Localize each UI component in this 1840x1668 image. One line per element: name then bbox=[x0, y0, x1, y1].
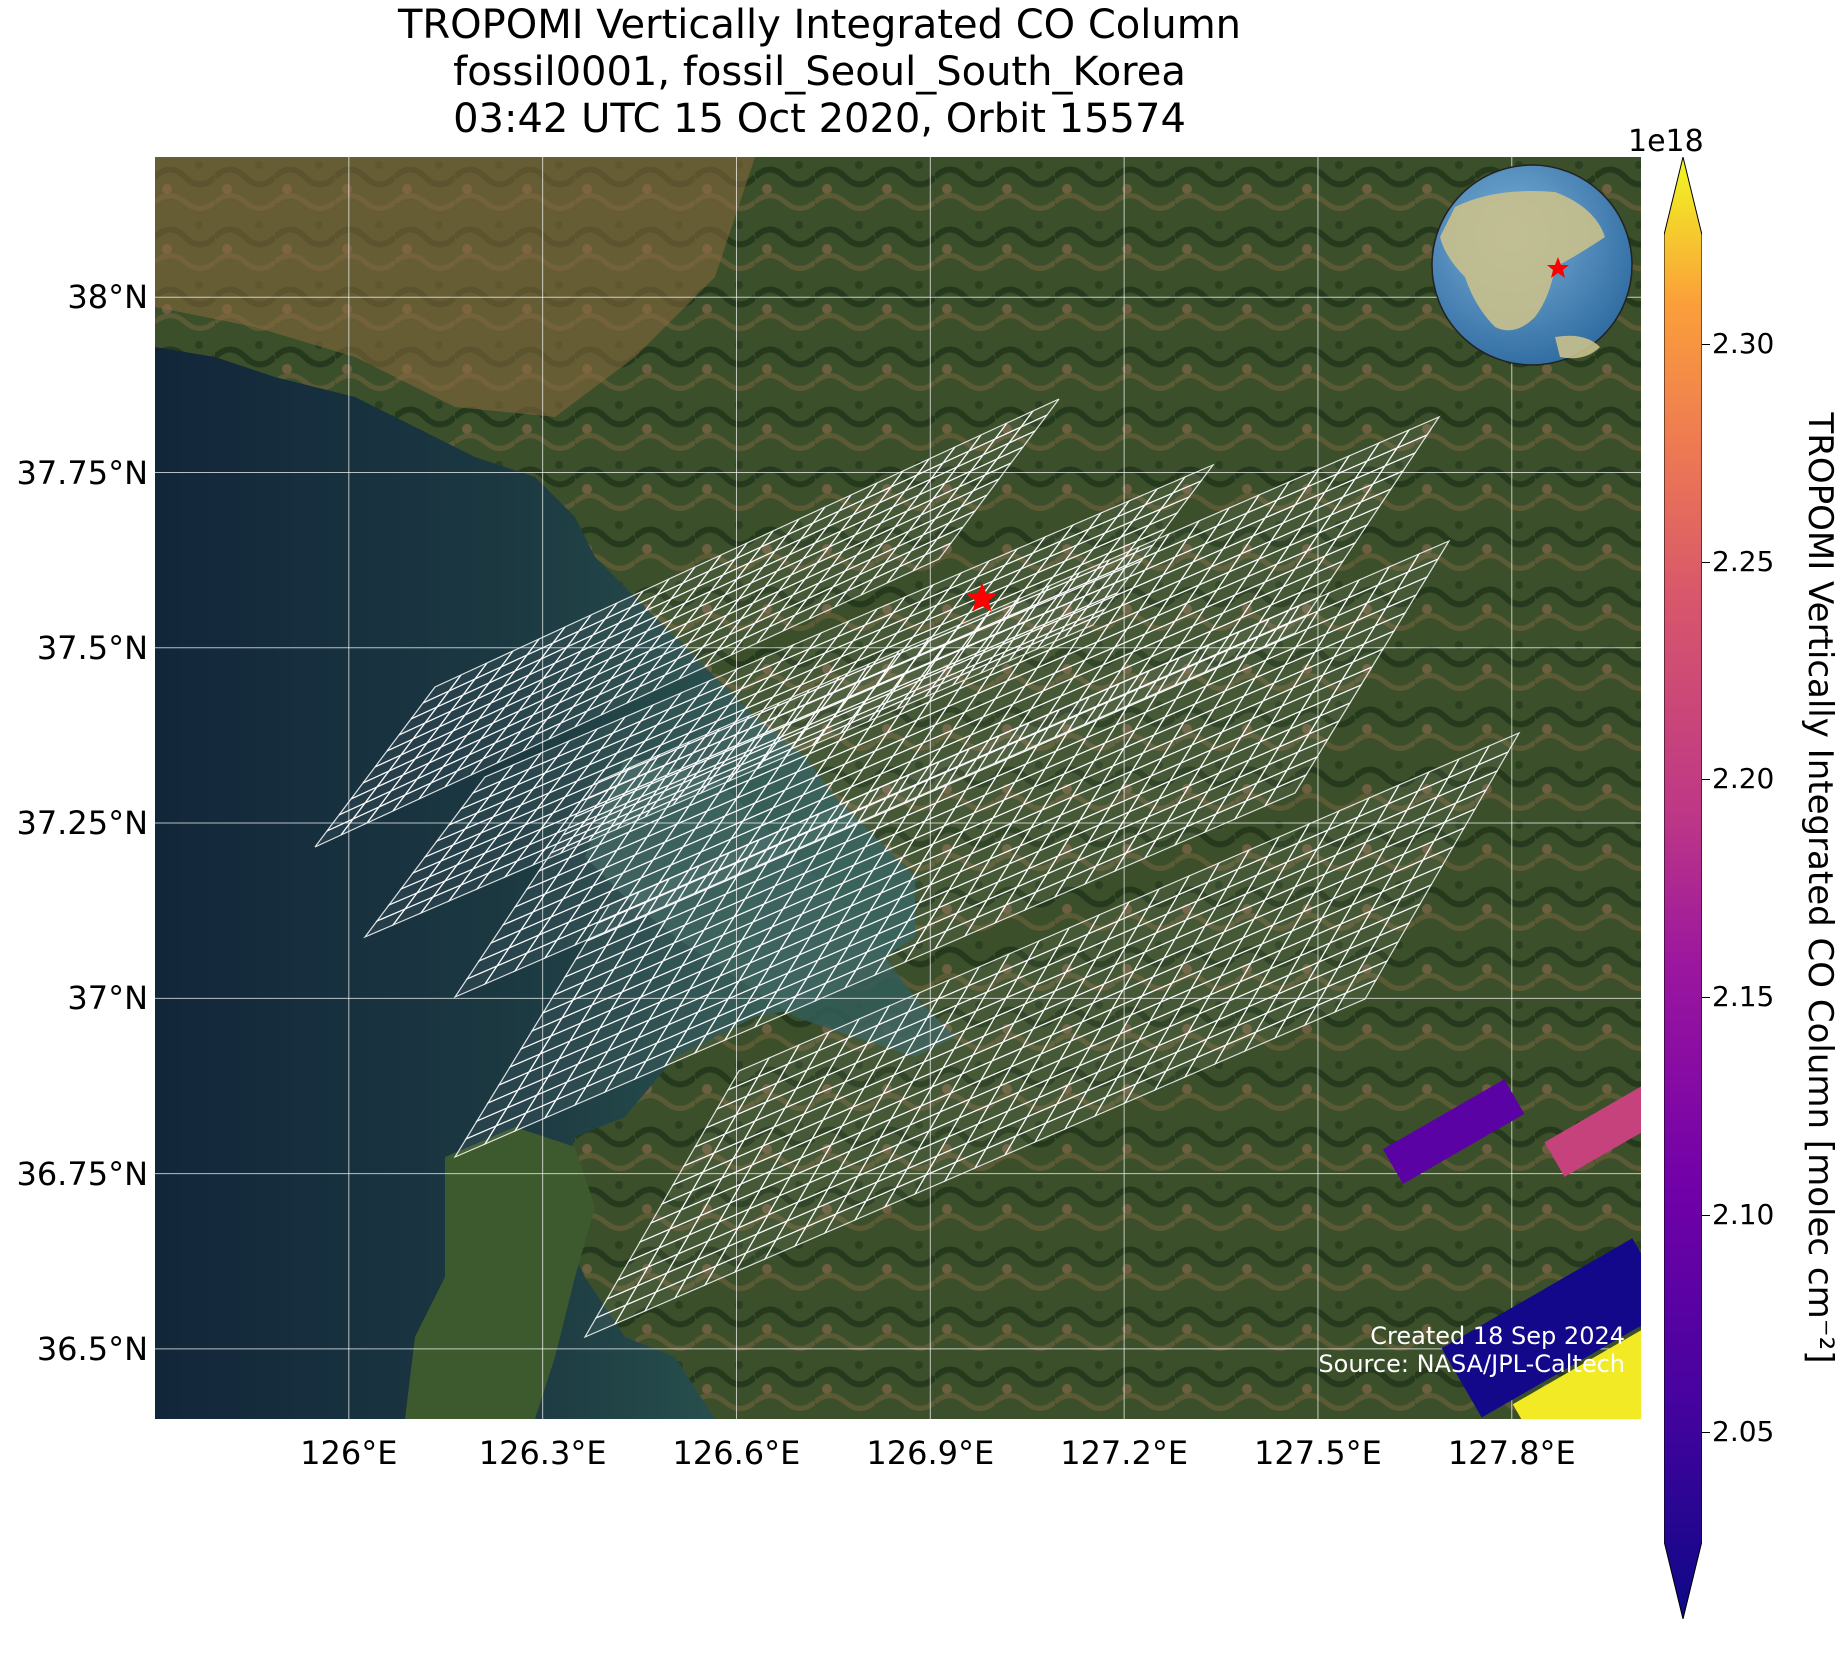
colorbar-tick-mark bbox=[1702, 343, 1710, 345]
sounding-footprint bbox=[1406, 539, 1451, 574]
sounding-footprint bbox=[1476, 731, 1521, 767]
colorbar-fill bbox=[1664, 157, 1702, 1619]
star-icon bbox=[966, 582, 998, 612]
title-line-2: fossil0001, fossil_Seoul_South_Korea bbox=[453, 49, 1186, 95]
globe-inset bbox=[1431, 164, 1633, 366]
swath-4 bbox=[583, 731, 1521, 1339]
chart-title: TROPOMI Vertically Integrated CO Column … bbox=[155, 2, 1484, 143]
colorbar-tick-mark bbox=[1702, 1214, 1710, 1216]
lon-tick-label: 126.9°E bbox=[866, 1434, 995, 1472]
bay-water bbox=[585, 757, 955, 1057]
lat-tick-label: 37.5°N bbox=[36, 628, 148, 667]
lat-tick-label: 37.75°N bbox=[16, 453, 148, 492]
co-pixels bbox=[1383, 1079, 1641, 1419]
swath-2 bbox=[453, 415, 1441, 999]
swath-3 bbox=[453, 539, 1451, 1159]
globe-oceania bbox=[1555, 335, 1600, 359]
globe-star-icon bbox=[1547, 257, 1569, 278]
lon-tick-label: 127.8°E bbox=[1447, 1434, 1576, 1472]
globe-asia bbox=[1440, 191, 1605, 331]
north-land-mass bbox=[155, 157, 755, 417]
lon-tick-label: 127.2°E bbox=[1060, 1434, 1189, 1472]
lat-tick-label: 36.75°N bbox=[16, 1154, 148, 1193]
lat-tick-label: 36.5°N bbox=[36, 1329, 148, 1368]
lat-tick-label: 38°N bbox=[67, 278, 148, 317]
sounding-footprint bbox=[1020, 398, 1060, 428]
colorbar-tick-label: 2.30 bbox=[1712, 326, 1775, 360]
title-line-1: TROPOMI Vertically Integrated CO Column bbox=[397, 2, 1242, 48]
colorbar bbox=[1664, 157, 1702, 1619]
map-canvas[interactable] bbox=[155, 157, 1641, 1419]
lat-tick-label: 37°N bbox=[67, 979, 148, 1018]
sounding-footprint bbox=[1395, 415, 1441, 450]
colorbar-tick-mark bbox=[1702, 561, 1710, 563]
colorbar-tick-mark bbox=[1702, 1432, 1710, 1434]
lon-tick-label: 126°E bbox=[300, 1434, 398, 1472]
lon-tick-label: 126.3°E bbox=[478, 1434, 607, 1472]
colorbar-tick-label: 2.25 bbox=[1712, 544, 1775, 578]
co-pixel-3 bbox=[1512, 1330, 1641, 1419]
co-pixel-2 bbox=[1441, 1238, 1641, 1418]
site-marker bbox=[966, 582, 998, 612]
co-pixel-0 bbox=[1383, 1079, 1525, 1184]
colorbar-tick-mark bbox=[1702, 779, 1710, 781]
lon-tick-label: 127.5°E bbox=[1254, 1434, 1382, 1472]
source-credit: Source: NASA/JPL-Caltech bbox=[1318, 1350, 1625, 1378]
colorbar-tick-label: 2.20 bbox=[1712, 762, 1775, 796]
colorbar-label: TROPOMI Vertically Integrated CO Column … bbox=[1800, 412, 1840, 1364]
title-line-3: 03:42 UTC 15 Oct 2020, Orbit 15574 bbox=[453, 96, 1186, 142]
colorbar-tick-mark bbox=[1702, 996, 1710, 998]
created-credit: Created 18 Sep 2024 bbox=[1370, 1322, 1625, 1350]
swath-1 bbox=[363, 463, 1215, 939]
lon-tick-label: 126.6°E bbox=[672, 1434, 801, 1472]
lat-tick-label: 37.25°N bbox=[16, 804, 148, 843]
colorbar-tick-label: 2.15 bbox=[1712, 979, 1775, 1013]
colorbar-multiplier: 1e18 bbox=[1628, 124, 1704, 159]
south-peninsula bbox=[405, 1127, 595, 1419]
graticule bbox=[155, 157, 1641, 1419]
colorbar-tick-label: 2.10 bbox=[1712, 1197, 1775, 1231]
co-pixel-1 bbox=[1544, 1086, 1641, 1177]
colorbar-tick-label: 2.05 bbox=[1712, 1415, 1775, 1449]
sounding-grid bbox=[314, 398, 1521, 1339]
map-panel[interactable] bbox=[155, 157, 1641, 1419]
